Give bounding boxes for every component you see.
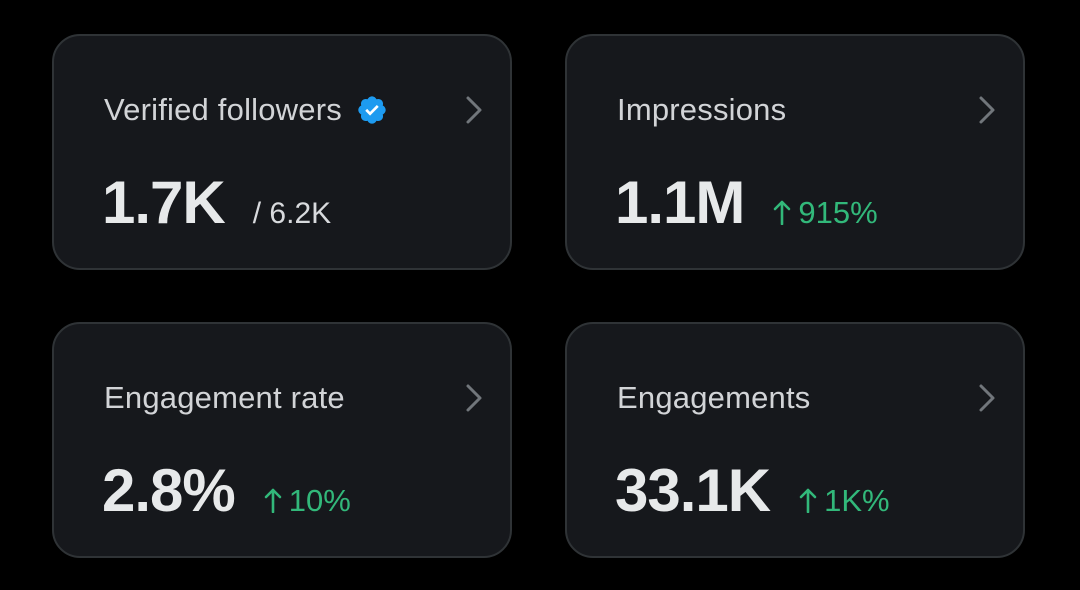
- card-value-row: 1.1M 915%: [615, 168, 878, 238]
- engagements-card[interactable]: Engagements 33.1K 1K%: [565, 322, 1025, 558]
- chevron-right-icon[interactable]: [458, 92, 488, 128]
- card-title-row: Engagement rate: [104, 376, 345, 420]
- verified-badge-icon: [356, 94, 388, 126]
- arrow-up-icon: [264, 488, 282, 513]
- metric-value: 33.1K: [615, 457, 771, 524]
- verified-followers-card[interactable]: Verified followers 1.7K / 6.2K: [52, 34, 512, 270]
- metric-change-value: 10%: [288, 483, 351, 518]
- engagement-rate-card[interactable]: Engagement rate 2.8% 10%: [52, 322, 512, 558]
- card-title: Impressions: [617, 92, 787, 127]
- impressions-card[interactable]: Impressions 1.1M 915%: [565, 34, 1025, 270]
- card-value-row: 1.7K / 6.2K: [102, 168, 331, 238]
- metric-value: 1.7K: [102, 169, 226, 236]
- card-title-row: Engagements: [617, 376, 811, 420]
- card-title-row: Verified followers: [104, 88, 388, 132]
- chevron-right-icon[interactable]: [458, 380, 488, 416]
- metric-change-value: 915%: [798, 195, 878, 230]
- card-value-row: 33.1K 1K%: [615, 456, 890, 526]
- metric-value: 2.8%: [102, 457, 236, 524]
- card-title: Engagement rate: [104, 380, 345, 415]
- metric-change-value: 1K%: [824, 483, 890, 518]
- arrow-up-icon: [799, 488, 817, 513]
- arrow-up-icon: [774, 200, 791, 225]
- metric-change: 10%: [263, 483, 351, 519]
- card-value-row: 2.8% 10%: [102, 456, 351, 526]
- metric-change: 1K%: [798, 483, 890, 519]
- metric-value: 1.1M: [615, 169, 745, 236]
- card-title: Engagements: [617, 380, 811, 415]
- chevron-right-icon[interactable]: [971, 92, 1001, 128]
- metric-total: / 6.2K: [252, 197, 332, 230]
- card-title-row: Impressions: [617, 88, 786, 132]
- card-title: Verified followers: [104, 92, 342, 127]
- chevron-right-icon[interactable]: [971, 380, 1001, 416]
- metric-change: 915%: [772, 195, 878, 231]
